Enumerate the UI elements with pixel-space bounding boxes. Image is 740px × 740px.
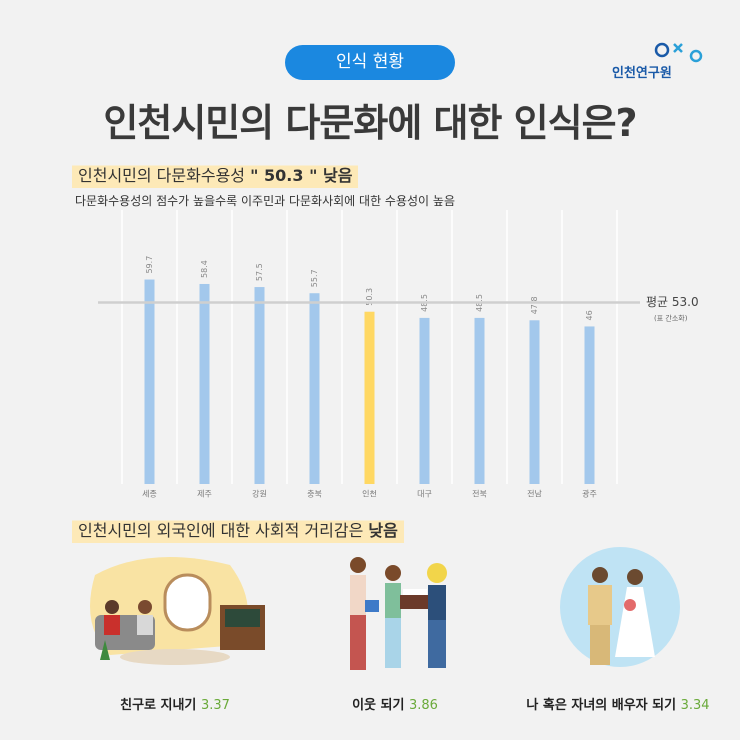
badge: 인식 현황: [285, 45, 455, 80]
x-tick-label: 충북: [307, 490, 322, 499]
item-label: 친구로 지내기: [120, 698, 197, 713]
heading-text: 인천시민의 외국인에 대한 사회적 거리감은: [78, 521, 364, 540]
chart: 59.7세종58.4제주57.5강원55.7충북50.3인천48.5대구48.5…: [98, 210, 699, 499]
item: 나 혹은 자녀의 배우자 되기 3.34: [498, 694, 738, 713]
x-tick-label: 세종: [142, 490, 157, 499]
value-label: 57.5: [255, 263, 264, 281]
item-label: 나 혹은 자녀의 배우자 되기: [526, 698, 677, 713]
x-tick-label: 전북: [472, 489, 487, 499]
heading-text: 인천시민의 다문화수용성: [78, 166, 246, 185]
value-label: 55.7: [310, 269, 319, 287]
logo-text: 인천연구원: [612, 66, 672, 81]
value-label: 46: [585, 310, 594, 320]
item-score: 3.34: [680, 698, 710, 713]
bar: [364, 311, 375, 484]
logo-mark: [654, 42, 703, 63]
main-title: 인천시민의 다문화에 대한 인식은?: [103, 101, 637, 145]
bar: [309, 293, 320, 484]
x-tick-label: 광주: [582, 489, 597, 499]
reference-note: (표 간소화): [654, 313, 688, 322]
x-tick-label: 인천: [362, 489, 377, 499]
section-heading: 인천시민의 외국인에 대한 사회적 거리감은 낮음: [72, 515, 404, 543]
item-label: 이웃 되기: [352, 698, 405, 713]
bar: [584, 326, 595, 484]
illustrations: [90, 547, 680, 670]
item: 이웃 되기 3.86: [275, 694, 515, 713]
x-tick-label: 강원: [252, 489, 267, 499]
value-label: 59.7: [145, 256, 154, 274]
bar: [529, 320, 540, 484]
x-tick-label: 제주: [197, 490, 212, 499]
value-label: 58.4: [200, 260, 209, 278]
value-label: 47.8: [530, 296, 539, 314]
item-score: 3.37: [200, 698, 230, 713]
section-heading: 인천시민의 다문화수용성 " 50.3 " 낮음: [72, 160, 359, 188]
value-label: 50.3: [365, 288, 374, 306]
heading-emphasis: 낮음: [368, 521, 398, 540]
item: 친구로 지내기 3.37: [55, 694, 295, 713]
x-tick-label: 전남: [527, 489, 542, 499]
reference-label: 평균 53.0: [646, 295, 699, 309]
x-tick-label: 대구: [417, 490, 432, 499]
heading-emphasis: " 50.3 " 낮음: [250, 166, 353, 185]
bar: [419, 317, 430, 484]
bar: [199, 283, 210, 484]
subtitle: 다문화수용성의 점수가 높을수록 이주민과 다문화사회에 대한 수용성이 높음: [75, 194, 455, 208]
item-score: 3.86: [408, 698, 438, 713]
bar: [144, 279, 155, 484]
bar: [474, 317, 485, 484]
bar: [254, 287, 265, 484]
